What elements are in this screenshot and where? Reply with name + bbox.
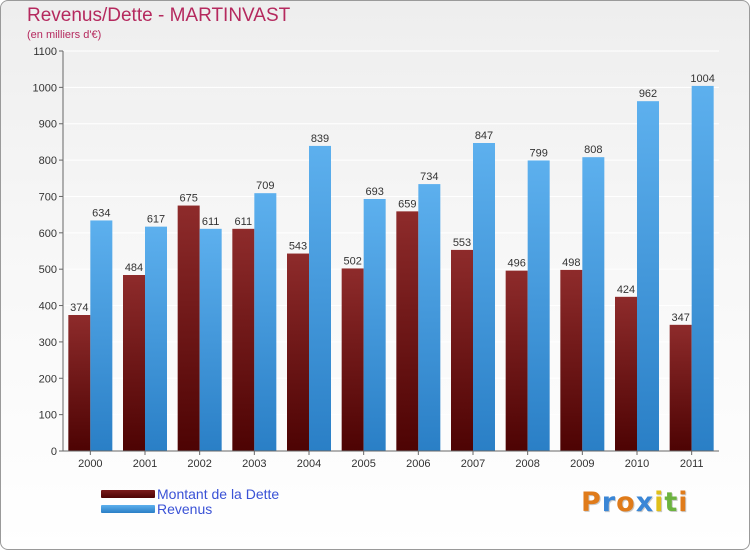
bar-revenus xyxy=(363,199,386,451)
x-tick-label: 2008 xyxy=(515,458,539,470)
bar-debt xyxy=(560,269,583,451)
y-tick-label: 1000 xyxy=(33,82,57,94)
logo-letter: i xyxy=(654,487,665,518)
data-label-debt: 496 xyxy=(507,258,525,270)
y-tick-label: 1100 xyxy=(33,46,57,58)
bar-revenus xyxy=(473,143,495,451)
chart-subtitle: (en milliers d'€) xyxy=(27,29,102,41)
bar-revenus xyxy=(309,145,331,451)
data-label-revenus: 808 xyxy=(584,144,602,156)
grid-lines xyxy=(63,50,719,416)
bar-revenus xyxy=(199,228,222,451)
logo-letter: r xyxy=(601,487,617,518)
data-label-debt: 502 xyxy=(343,255,361,267)
axes: 0 100 200 300 400 500 600 700 800 900 1000 1100 2000… xyxy=(33,46,719,470)
y-tick-label: 900 xyxy=(39,119,57,131)
x-tick-label: 2005 xyxy=(351,458,375,470)
y-tick-label: 0 xyxy=(51,446,57,458)
legend-swatch-debt xyxy=(101,490,155,498)
bar-debt xyxy=(669,324,692,451)
data-label-debt: 424 xyxy=(617,284,635,296)
data-label-revenus: 611 xyxy=(202,216,220,228)
y-tick-label: 100 xyxy=(39,410,57,422)
y-tick-label: 200 xyxy=(39,373,57,385)
bar-debt xyxy=(615,296,637,451)
bar-revenus xyxy=(637,101,659,451)
bar-revenus xyxy=(582,157,605,451)
logo-letter: x xyxy=(635,487,655,518)
bar-debt xyxy=(123,275,145,451)
data-label-debt: 484 xyxy=(125,262,143,274)
x-tick-label: 2003 xyxy=(242,458,266,470)
legend-label-revenus: Revenus xyxy=(157,501,213,517)
x-tick-label: 2007 xyxy=(461,458,485,470)
data-label-debt: 553 xyxy=(453,237,471,249)
bar-revenus xyxy=(527,160,550,452)
y-tick-label: 700 xyxy=(39,191,57,203)
data-label-debt: 611 xyxy=(235,216,253,228)
bar-revenus xyxy=(90,220,113,451)
bar-revenus xyxy=(418,184,441,451)
bar-debt xyxy=(341,268,364,451)
y-tick-label: 800 xyxy=(39,155,57,167)
data-label-revenus: 1004 xyxy=(690,73,714,85)
x-tick-label: 2006 xyxy=(406,458,430,470)
data-label-revenus: 734 xyxy=(420,171,438,183)
x-tick-label: 2001 xyxy=(133,458,157,470)
x-tick-label: 2009 xyxy=(570,458,594,470)
bar-debt xyxy=(396,211,419,451)
x-tick-label: 2002 xyxy=(187,458,211,470)
bar-debt xyxy=(287,253,309,451)
bar-revenus xyxy=(145,226,167,451)
bar-debt xyxy=(68,315,91,451)
data-label-debt: 675 xyxy=(179,193,197,205)
bar-debt xyxy=(451,249,473,451)
data-label-revenus: 799 xyxy=(529,147,547,159)
bar-revenus xyxy=(691,85,714,451)
x-tick-label: 2011 xyxy=(680,458,704,470)
data-label-revenus: 847 xyxy=(475,130,493,142)
bar-debt xyxy=(177,205,200,451)
proxiti-logo: Proxiti xyxy=(581,487,689,518)
chart-title: Revenus/Dette - MARTINVAST xyxy=(27,5,291,26)
legend-label-debt: Montant de la Dette xyxy=(157,486,280,502)
x-tick-label: 2010 xyxy=(625,458,649,470)
data-labels: 374 634 484 617 675 611 611 709 543 839 502 693 659 7… xyxy=(70,73,715,324)
y-tick-label: 500 xyxy=(39,264,57,276)
y-tick-label: 600 xyxy=(39,228,57,240)
y-tick-label: 400 xyxy=(39,301,57,313)
data-label-debt: 659 xyxy=(398,198,416,210)
legend-swatch-revenus xyxy=(101,505,155,513)
logo-letter: o xyxy=(616,487,636,518)
data-label-revenus: 962 xyxy=(639,88,657,100)
bars xyxy=(68,85,714,452)
data-label-debt: 374 xyxy=(70,302,88,314)
data-label-revenus: 634 xyxy=(92,207,110,219)
data-label-revenus: 709 xyxy=(256,180,274,192)
logo-letter: P xyxy=(581,487,602,518)
data-label-debt: 347 xyxy=(671,312,689,324)
x-tick-label: 2000 xyxy=(78,458,102,470)
data-label-debt: 498 xyxy=(562,257,580,269)
bar-revenus xyxy=(254,193,277,451)
bar-debt xyxy=(232,228,255,451)
x-tick-label: 2004 xyxy=(297,458,321,470)
bar-debt xyxy=(505,270,528,451)
data-label-debt: 543 xyxy=(289,241,307,253)
data-label-revenus: 839 xyxy=(311,133,329,145)
y-tick-label: 300 xyxy=(39,337,57,349)
data-label-revenus: 617 xyxy=(147,214,165,226)
logo-letter: i xyxy=(678,487,689,518)
data-label-revenus: 693 xyxy=(365,186,383,198)
logo-letter: t xyxy=(664,487,679,518)
